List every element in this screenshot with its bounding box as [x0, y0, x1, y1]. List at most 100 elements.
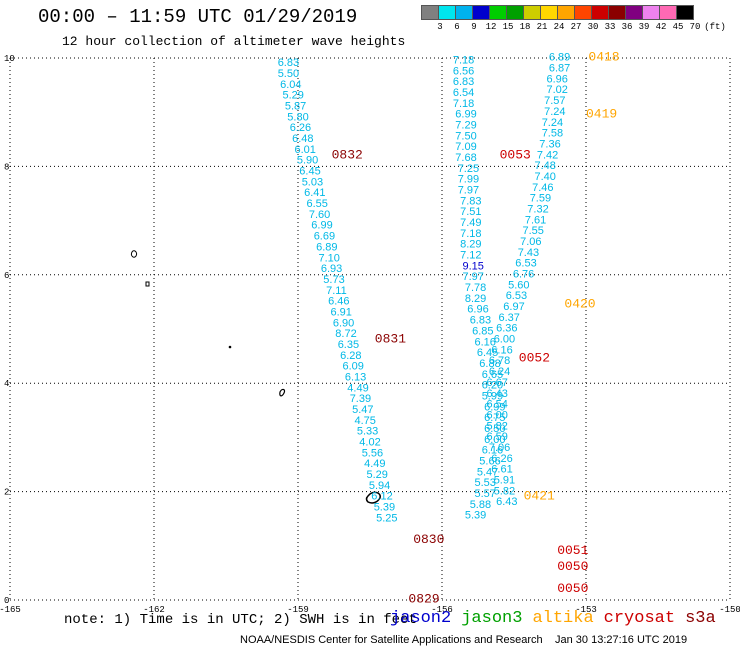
wave-height-value: 5.50 [278, 68, 299, 80]
x-tick-label: -150 [719, 605, 740, 615]
wave-height-value: 7.60 [309, 209, 330, 221]
wave-height-value: 5.87 [285, 100, 306, 112]
satellite-jason2: jason2 [390, 609, 452, 628]
wave-height-value: 6.83 [470, 315, 491, 327]
legend-color-box [608, 5, 626, 20]
wave-height-value: 6.69 [314, 231, 335, 243]
wave-height-value: 7.58 [542, 128, 563, 140]
legend-color-box [574, 5, 592, 20]
satellite-altika: altika [532, 609, 594, 628]
y-tick-label: 4 [4, 379, 9, 389]
pass-time-label: 0419 [586, 107, 617, 122]
pass-time-label: 0831 [375, 332, 406, 347]
wave-height-value: 7.18 [453, 54, 474, 66]
wave-height-value: 5.47 [352, 404, 373, 416]
wave-height-value: 6.53 [506, 290, 527, 302]
wave-height-value: 6.91 [330, 306, 351, 318]
wave-height-value: 7.10 [318, 252, 339, 264]
track-east: 6.896.876.967.027.577.247.247.587.367.42… [486, 52, 570, 508]
wave-height-value: 5.80 [287, 111, 308, 123]
wave-height-value: 5.03 [302, 176, 323, 188]
wave-height-value: 7.40 [534, 171, 555, 183]
wave-height-value: 6.26 [491, 453, 512, 465]
legend-tick-label: 12 [485, 22, 497, 32]
legend-tick-label: 42 [655, 22, 667, 32]
wave-height-value: 5.39 [465, 510, 486, 522]
wave-height-value: 7.29 [455, 119, 476, 131]
axis-labels: -165 -162 -159 -156 -153 -150 0 2 4 6 8 10 [0, 54, 740, 615]
legend-tick-label: 30 [587, 22, 599, 32]
wave-height-value: 5.99 [482, 390, 503, 402]
wave-height-value: 7.11 [326, 285, 347, 297]
note-text: note: 1) Time is in UTC; 2) SWH is in fe… [64, 612, 417, 628]
wave-height-value: 6.28 [340, 350, 361, 362]
wave-height-value: 6.54 [453, 87, 474, 99]
wave-height-value: 6.16 [491, 344, 512, 356]
wave-height-value: 7.18 [453, 98, 474, 110]
legend-color-box [625, 5, 643, 20]
wave-height-value: 5.33 [357, 426, 378, 438]
footer-credit: NOAA/NESDIS Center for Satellite Applica… [240, 634, 543, 646]
wave-height-value: 6.89 [316, 241, 337, 253]
wave-height-value: 6.00 [486, 409, 507, 421]
wave-height-value: 7.25 [458, 163, 479, 175]
wave-height-value: 6.89 [549, 52, 570, 64]
legend-tick-label: 70 [689, 22, 701, 32]
wave-height-value: 6.76 [513, 269, 534, 281]
legend-tick-label: 18 [519, 22, 531, 32]
wave-height-value: 6.16 [482, 445, 503, 457]
wave-height-value: 7.68 [455, 152, 476, 164]
wave-height-value: 6.78 [489, 355, 510, 367]
wave-height-value: 8.29 [460, 239, 481, 251]
wave-height-value: 5.29 [366, 469, 387, 481]
footer-date: Jan 30 13:27:16 UTC 2019 [555, 634, 688, 646]
wave-height-value: 6.16 [474, 336, 495, 348]
wave-height-value: 6.45 [299, 166, 320, 178]
wave-height-value: 5.94 [369, 480, 390, 492]
pass-time-label: 0420 [564, 296, 595, 311]
y-tick-label: 6 [4, 271, 9, 281]
y-tick-label: 0 [4, 596, 9, 606]
wave-height-value: 6.96 [467, 304, 488, 316]
wave-height-value: 6.97 [503, 301, 524, 313]
legend-tick-label: 39 [638, 22, 650, 32]
wave-height-value: 5.91 [494, 474, 515, 486]
wave-height-value: 7.24 [544, 106, 565, 118]
wave-height-value: 7.36 [539, 138, 560, 150]
page-subtitle: 12 hour collection of altimeter wave hei… [62, 34, 406, 49]
pass-time-label: 0829 [408, 592, 439, 607]
wave-height-value: 4.75 [354, 415, 375, 427]
track-middle: 7.186.566.836.547.186.997.297.507.097.68… [453, 54, 506, 521]
x-tick-label: -153 [575, 605, 597, 615]
legend-tick-label: 45 [672, 22, 684, 32]
legend-color-box [676, 5, 694, 20]
pass-time-label: 0418 [588, 50, 619, 65]
wave-height-value: 7.06 [520, 236, 541, 248]
pass-time-label: 0832 [332, 147, 363, 162]
wave-height-value: 6.01 [294, 144, 315, 156]
legend-tick-label: 15 [502, 22, 514, 32]
wave-height-value: 6.90 [333, 317, 354, 329]
wave-height-value: 6.99 [484, 401, 505, 413]
legend-color-box [455, 5, 473, 20]
legend-color-box [540, 5, 558, 20]
wave-height-value: 6.93 [321, 263, 342, 275]
wave-height-value: 6.09 [342, 361, 363, 373]
wave-height-value: 6.26 [290, 122, 311, 134]
wave-height-value: 6.55 [306, 198, 327, 210]
wave-height-value: 5.39 [374, 502, 395, 514]
pass-time-label: 0052 [519, 351, 550, 366]
wave-height-value: 6.43 [486, 388, 507, 400]
legend-ticks: 3 6 9 12 15 18 21 24 27 30 33 36 39 42 45 70 (ft) [421, 20, 726, 32]
islands [131, 250, 381, 504]
satellite-jason3: jason3 [461, 609, 523, 628]
wave-height-value: 6.41 [304, 187, 325, 199]
altimeter-tracks: 6.835.506.045.295.875.806.266.486.015.90… [278, 52, 571, 525]
wave-height-value: 5.66 [479, 456, 500, 468]
color-legend: 3 6 9 12 15 18 21 24 27 30 33 36 39 42 45 70 (ft) [421, 5, 726, 32]
wave-height-value: 7.51 [460, 206, 481, 218]
pass-time-labels: 0832083108300829005300520051005000500418… [332, 50, 620, 607]
wave-height-value: 6.50 [484, 423, 505, 435]
wave-height-value: 6.45 [477, 347, 498, 359]
wave-height-value: 6.61 [491, 464, 512, 476]
